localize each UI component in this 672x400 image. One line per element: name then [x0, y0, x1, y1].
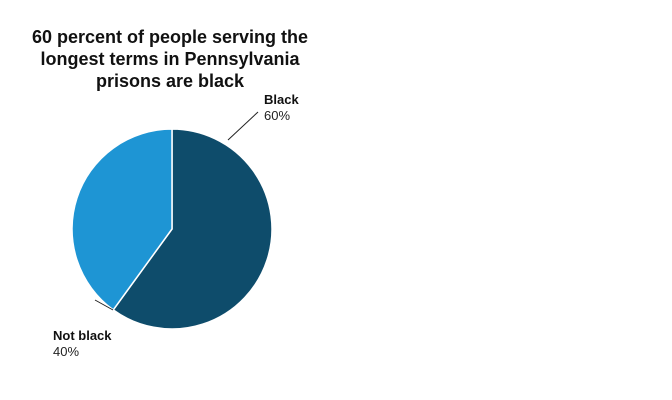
slice-label-black: Black	[264, 92, 299, 107]
chart-title: 60 percent of people serving the longest…	[31, 27, 309, 91]
slice-value-black: 60%	[264, 108, 290, 123]
pie-slice-black	[112, 128, 273, 330]
leader-line-black	[227, 111, 259, 141]
pie-slices	[71, 128, 273, 330]
leader-line-not-black	[94, 299, 114, 311]
pie-slice-not-black	[71, 128, 173, 311]
leader-lines	[94, 111, 259, 311]
slice-label-not-black: Not black	[53, 328, 112, 343]
slice-value-not-black: 40%	[53, 344, 79, 359]
